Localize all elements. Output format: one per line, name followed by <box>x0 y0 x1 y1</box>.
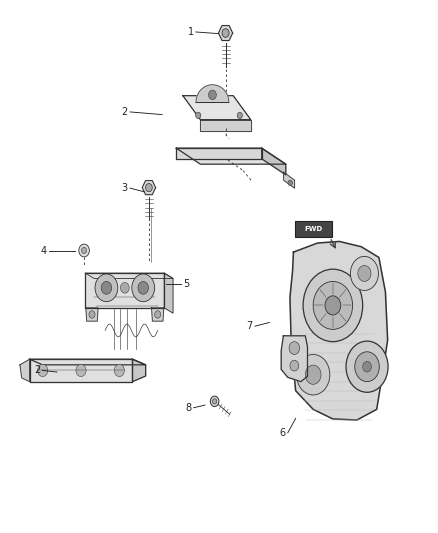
Circle shape <box>114 364 124 377</box>
Circle shape <box>195 112 201 118</box>
Circle shape <box>303 269 363 342</box>
Polygon shape <box>132 359 145 382</box>
Polygon shape <box>152 308 164 321</box>
Polygon shape <box>142 181 155 195</box>
Circle shape <box>237 112 243 118</box>
Text: 2: 2 <box>122 107 128 117</box>
Text: 7: 7 <box>247 321 253 331</box>
Text: 5: 5 <box>183 279 189 288</box>
Polygon shape <box>196 85 229 102</box>
Polygon shape <box>176 148 286 164</box>
Polygon shape <box>20 359 30 382</box>
Circle shape <box>325 296 341 315</box>
Circle shape <box>297 354 330 395</box>
Circle shape <box>350 256 378 290</box>
Circle shape <box>208 90 216 100</box>
Polygon shape <box>200 119 251 131</box>
Text: FWD: FWD <box>304 226 322 232</box>
Circle shape <box>38 364 48 377</box>
Polygon shape <box>85 273 173 278</box>
Polygon shape <box>176 148 262 159</box>
Polygon shape <box>164 273 173 313</box>
Circle shape <box>305 365 321 384</box>
Polygon shape <box>30 359 132 382</box>
Circle shape <box>290 360 299 371</box>
Text: 2: 2 <box>34 366 40 375</box>
Polygon shape <box>86 308 98 321</box>
Polygon shape <box>262 148 286 175</box>
Text: 4: 4 <box>41 246 47 255</box>
Circle shape <box>313 281 353 329</box>
FancyBboxPatch shape <box>295 221 332 237</box>
Circle shape <box>132 274 155 302</box>
Polygon shape <box>30 359 145 365</box>
Text: 6: 6 <box>279 428 286 438</box>
Circle shape <box>355 352 379 382</box>
Polygon shape <box>183 96 251 119</box>
Circle shape <box>89 311 95 318</box>
Polygon shape <box>281 336 307 382</box>
Circle shape <box>81 247 87 254</box>
Circle shape <box>288 180 293 185</box>
Circle shape <box>101 281 112 294</box>
Circle shape <box>79 244 89 257</box>
Circle shape <box>76 364 86 377</box>
Text: 8: 8 <box>185 403 191 413</box>
Polygon shape <box>290 241 388 420</box>
Circle shape <box>222 29 229 37</box>
Text: 3: 3 <box>122 183 128 193</box>
Circle shape <box>120 282 129 293</box>
Polygon shape <box>284 172 295 188</box>
Polygon shape <box>219 26 233 41</box>
Circle shape <box>210 396 219 407</box>
Circle shape <box>363 361 371 372</box>
Circle shape <box>358 265 371 281</box>
Text: 1: 1 <box>187 27 194 37</box>
Circle shape <box>145 183 152 192</box>
Polygon shape <box>85 273 164 308</box>
Circle shape <box>289 342 300 354</box>
Circle shape <box>95 274 118 302</box>
Circle shape <box>346 341 388 392</box>
Circle shape <box>212 399 217 404</box>
Circle shape <box>138 281 148 294</box>
Circle shape <box>155 311 161 318</box>
